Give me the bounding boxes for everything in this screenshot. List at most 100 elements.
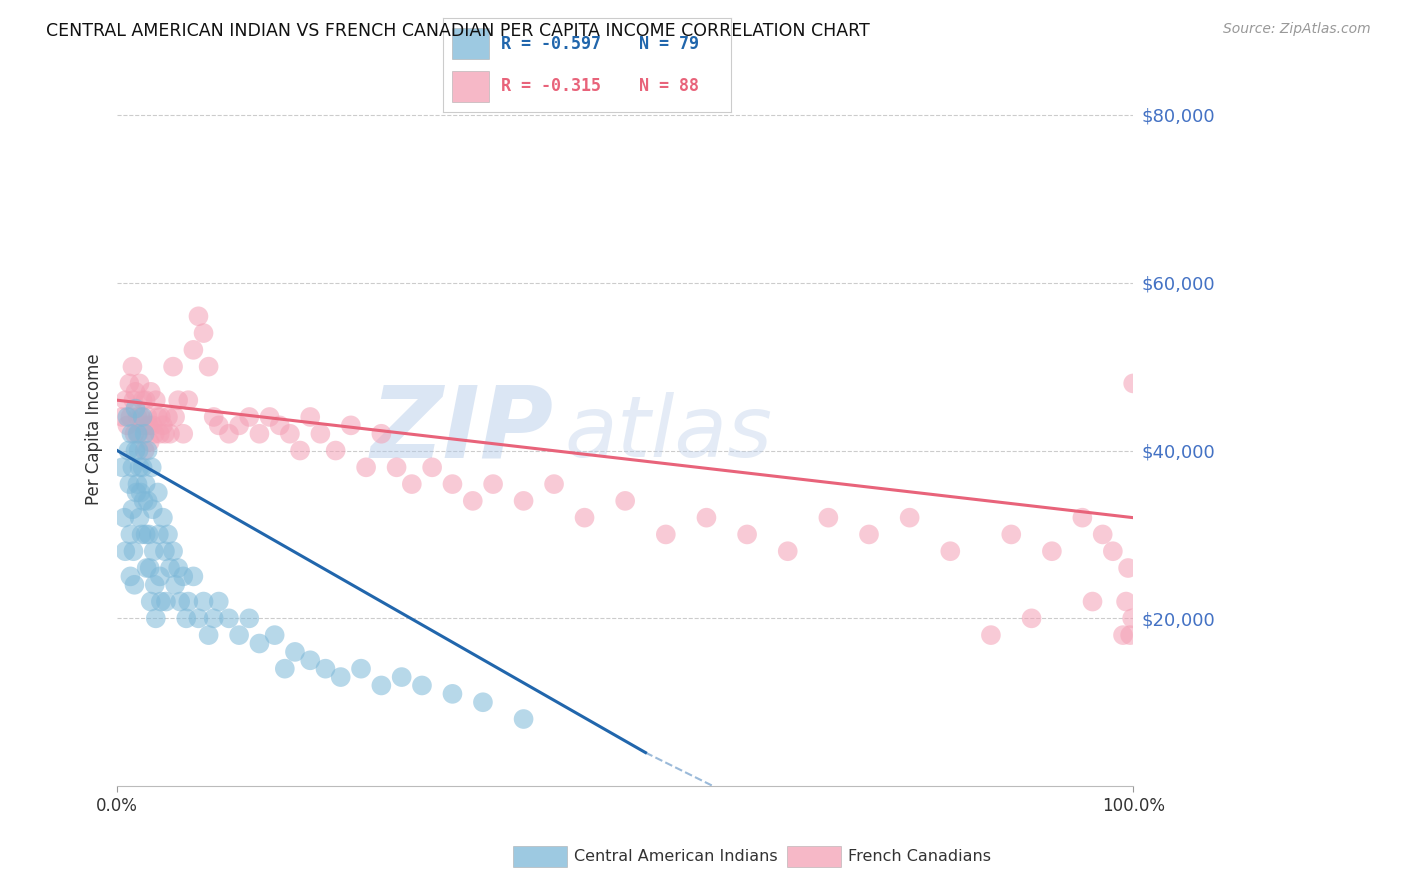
Point bbox=[138, 527, 160, 541]
Point bbox=[183, 569, 205, 583]
Point bbox=[314, 662, 336, 676]
Point bbox=[167, 393, 190, 408]
Point bbox=[1112, 628, 1135, 642]
Point bbox=[120, 527, 142, 541]
Point bbox=[284, 645, 307, 659]
Point bbox=[111, 409, 134, 424]
Point bbox=[172, 569, 194, 583]
Point bbox=[167, 561, 190, 575]
Point bbox=[299, 653, 322, 667]
Point bbox=[385, 460, 408, 475]
Point bbox=[299, 409, 322, 424]
Point bbox=[135, 561, 157, 575]
Point bbox=[136, 494, 159, 508]
Point bbox=[898, 510, 921, 524]
Point bbox=[1116, 561, 1139, 575]
Point bbox=[543, 477, 565, 491]
Point bbox=[149, 426, 172, 441]
Point bbox=[269, 418, 291, 433]
Point bbox=[149, 569, 172, 583]
Point bbox=[145, 611, 167, 625]
Point bbox=[574, 510, 596, 524]
Point bbox=[139, 384, 162, 399]
Point bbox=[124, 426, 146, 441]
Point bbox=[177, 393, 200, 408]
Point bbox=[1081, 594, 1104, 608]
Point bbox=[159, 561, 181, 575]
Point bbox=[370, 678, 392, 692]
Point bbox=[131, 393, 153, 408]
Point bbox=[238, 611, 260, 625]
Point bbox=[117, 418, 139, 433]
Text: N = 79: N = 79 bbox=[638, 35, 699, 53]
Point bbox=[169, 594, 191, 608]
Point bbox=[131, 409, 153, 424]
Point bbox=[218, 426, 240, 441]
Point bbox=[420, 460, 443, 475]
Point bbox=[1119, 628, 1142, 642]
Point bbox=[162, 359, 184, 374]
Point bbox=[187, 310, 209, 324]
Point bbox=[193, 326, 215, 340]
Point bbox=[121, 502, 143, 516]
Point bbox=[135, 393, 157, 408]
Point bbox=[218, 611, 240, 625]
Point bbox=[354, 460, 377, 475]
Point bbox=[146, 409, 169, 424]
Point bbox=[263, 628, 285, 642]
Point bbox=[135, 477, 157, 491]
Y-axis label: Per Capita Income: Per Capita Income bbox=[86, 354, 103, 506]
Point bbox=[228, 628, 250, 642]
Point bbox=[197, 359, 219, 374]
Point bbox=[980, 628, 1002, 642]
Text: N = 88: N = 88 bbox=[638, 77, 699, 95]
Point bbox=[138, 418, 160, 433]
Point bbox=[143, 578, 166, 592]
Point bbox=[939, 544, 962, 558]
Point bbox=[165, 409, 187, 424]
Point bbox=[329, 670, 352, 684]
Bar bbox=[451, 29, 489, 59]
Point bbox=[228, 418, 250, 433]
Point bbox=[461, 494, 484, 508]
Point bbox=[129, 485, 152, 500]
Point bbox=[120, 426, 142, 441]
Point bbox=[159, 426, 181, 441]
Point bbox=[288, 443, 311, 458]
Point bbox=[165, 578, 187, 592]
Point bbox=[776, 544, 799, 558]
Point bbox=[124, 443, 146, 458]
Text: R = -0.597: R = -0.597 bbox=[501, 35, 600, 53]
Point bbox=[118, 376, 141, 391]
Point bbox=[124, 384, 146, 399]
Point bbox=[111, 460, 134, 475]
Point bbox=[411, 678, 433, 692]
Point bbox=[1040, 544, 1063, 558]
Point bbox=[153, 544, 176, 558]
Point bbox=[512, 494, 534, 508]
Text: ZIP: ZIP bbox=[371, 381, 554, 478]
Point bbox=[1000, 527, 1022, 541]
Point bbox=[162, 544, 184, 558]
Point bbox=[142, 502, 165, 516]
Point bbox=[177, 594, 200, 608]
Point bbox=[183, 343, 205, 357]
Point bbox=[152, 418, 174, 433]
Point bbox=[127, 426, 149, 441]
Point bbox=[125, 485, 148, 500]
Point bbox=[155, 594, 177, 608]
Point bbox=[238, 409, 260, 424]
Point bbox=[141, 460, 163, 475]
Point bbox=[391, 670, 413, 684]
Point bbox=[135, 527, 157, 541]
Point bbox=[202, 611, 225, 625]
Point bbox=[122, 393, 145, 408]
Point bbox=[122, 544, 145, 558]
Point bbox=[142, 418, 165, 433]
Point bbox=[146, 485, 169, 500]
Point bbox=[172, 426, 194, 441]
Text: Source: ZipAtlas.com: Source: ZipAtlas.com bbox=[1223, 22, 1371, 37]
Point bbox=[512, 712, 534, 726]
Point bbox=[1091, 527, 1114, 541]
Point bbox=[482, 477, 505, 491]
